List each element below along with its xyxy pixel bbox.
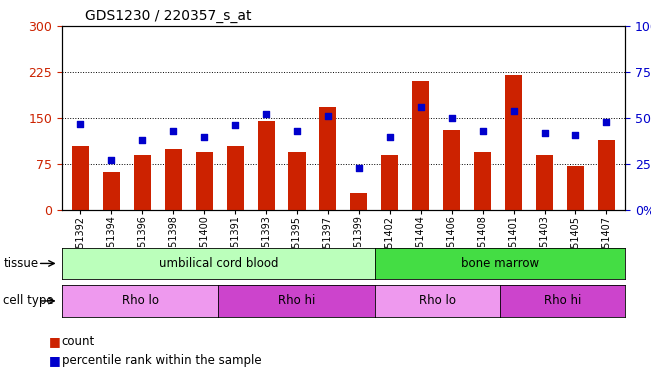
- Point: [508, 108, 519, 114]
- Bar: [134, 155, 151, 210]
- Text: Rho lo: Rho lo: [122, 294, 159, 307]
- Point: [261, 111, 271, 117]
- Point: [199, 134, 210, 140]
- Text: tissue: tissue: [3, 257, 38, 270]
- Point: [106, 158, 117, 164]
- Text: percentile rank within the sample: percentile rank within the sample: [62, 354, 262, 368]
- Point: [601, 119, 611, 125]
- Bar: [567, 166, 584, 210]
- Point: [323, 113, 333, 119]
- Text: count: count: [62, 335, 95, 348]
- Point: [76, 121, 86, 127]
- Point: [353, 165, 364, 171]
- Point: [570, 132, 581, 138]
- Bar: [288, 152, 305, 210]
- Bar: [72, 146, 89, 210]
- Point: [292, 128, 302, 134]
- Bar: [381, 155, 398, 210]
- Point: [477, 128, 488, 134]
- Point: [168, 128, 178, 134]
- Text: Rho lo: Rho lo: [419, 294, 456, 307]
- Point: [137, 137, 148, 143]
- Bar: [536, 155, 553, 210]
- Point: [230, 123, 240, 129]
- Bar: [505, 75, 522, 210]
- Bar: [474, 152, 491, 210]
- Bar: [320, 107, 337, 210]
- Bar: [443, 130, 460, 210]
- Point: [447, 115, 457, 121]
- Text: GDS1230 / 220357_s_at: GDS1230 / 220357_s_at: [85, 9, 251, 23]
- Point: [385, 134, 395, 140]
- Point: [539, 130, 549, 136]
- Bar: [165, 149, 182, 210]
- Bar: [412, 81, 429, 210]
- Bar: [598, 140, 615, 210]
- Bar: [196, 152, 213, 210]
- Bar: [350, 193, 367, 210]
- Bar: [258, 121, 275, 210]
- Text: cell type: cell type: [3, 294, 54, 307]
- Text: bone marrow: bone marrow: [461, 257, 539, 270]
- Bar: [103, 172, 120, 210]
- Text: umbilical cord blood: umbilical cord blood: [158, 257, 278, 270]
- Bar: [227, 146, 243, 210]
- Text: ■: ■: [49, 354, 61, 368]
- Point: [415, 104, 426, 110]
- Text: ■: ■: [49, 335, 61, 348]
- Text: Rho hi: Rho hi: [544, 294, 581, 307]
- Text: Rho hi: Rho hi: [278, 294, 315, 307]
